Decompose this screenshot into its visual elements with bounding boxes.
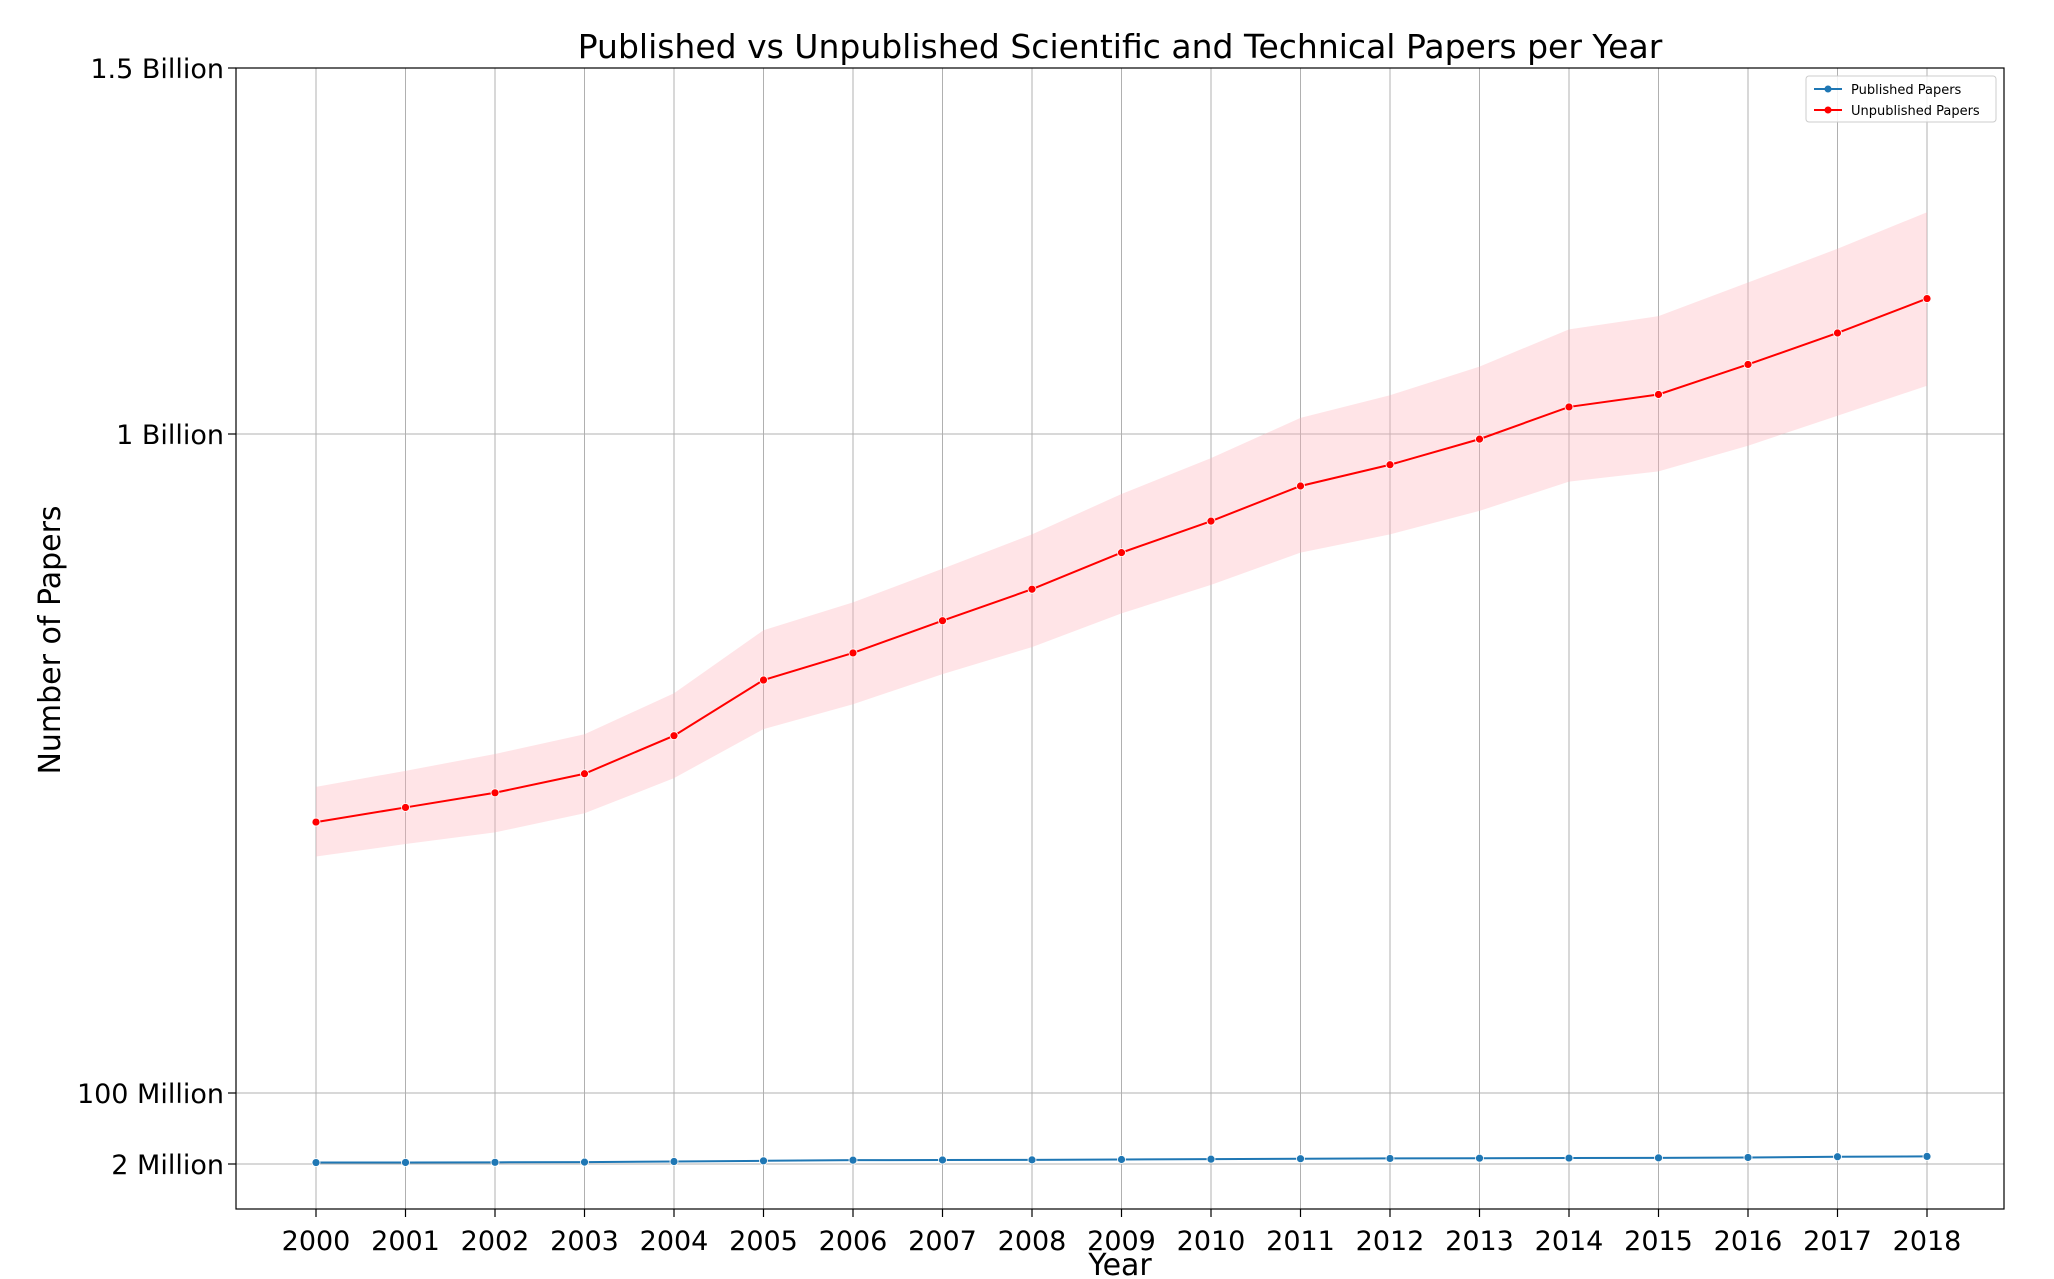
x-tick-label: 2000 (282, 1226, 351, 1257)
x-tick-label: 2001 (371, 1226, 440, 1257)
series-point-1 (1296, 1154, 1305, 1164)
x-tick-label: 2012 (1356, 1226, 1425, 1257)
x-tick-label: 2007 (908, 1226, 977, 1257)
series-point-2 (759, 675, 768, 685)
chart-title: Published vs Unpublished Scientific and … (578, 27, 1663, 66)
series-point-2 (1385, 460, 1395, 470)
series-point-2 (938, 616, 947, 626)
series-point-2 (311, 817, 321, 827)
series-point-2 (1743, 360, 1753, 369)
x-tick-label: 2016 (1714, 1226, 1783, 1257)
series-point-2 (669, 731, 679, 741)
series-point-1 (1922, 1151, 1932, 1161)
series-point-1 (490, 1157, 500, 1167)
series-point-1 (1654, 1153, 1663, 1163)
y-axis-ticks: 2 Million 100 Million 1 Billion 1.5 Billion (77, 54, 236, 1181)
x-axis-label: Year (1087, 1248, 1152, 1279)
x-tick-label: 2009 (1087, 1226, 1156, 1257)
series-point-2 (490, 788, 500, 798)
series-point-2 (1117, 548, 1126, 558)
series-point-1 (848, 1155, 858, 1165)
x-tick-label: 2003 (550, 1226, 619, 1257)
marker-layer (311, 294, 1932, 1167)
legend-box (1805, 75, 1997, 123)
series-point-1 (401, 1158, 410, 1167)
series-point-2 (401, 803, 410, 812)
series-band-2 (316, 212, 1927, 857)
y-tick-label: 1.5 Billion (90, 54, 224, 85)
grid-layer (236, 67, 2004, 1209)
series-point-2 (1654, 390, 1663, 399)
y-tick-label: 100 Million (77, 1079, 224, 1110)
series-point-1 (1475, 1153, 1484, 1163)
plot-frame (235, 67, 2005, 1210)
series-point-2 (1564, 402, 1574, 412)
x-tick-label: 2008 (998, 1226, 1067, 1257)
series-point-1 (311, 1158, 321, 1167)
series-point-1 (1385, 1154, 1395, 1163)
y-tick-label: 2 Million (111, 1150, 224, 1181)
legend-label: Published Papers (1851, 83, 1962, 98)
series-point-1 (1206, 1154, 1216, 1164)
x-tick-label: 2004 (640, 1226, 709, 1257)
x-tick-label: 2002 (461, 1226, 530, 1257)
x-tick-label: 2005 (729, 1226, 798, 1257)
series-point-1 (580, 1157, 589, 1167)
series-point-1 (938, 1155, 947, 1165)
x-tick-label: 2017 (1803, 1226, 1872, 1257)
series-point-1 (1833, 1152, 1842, 1162)
series-point-2 (580, 769, 589, 779)
x-tick-label: 2010 (1177, 1226, 1246, 1257)
series-point-2 (1833, 328, 1842, 338)
series-point-1 (1117, 1155, 1126, 1164)
series-point-2 (848, 648, 858, 658)
legend-swatch-marker (1824, 106, 1832, 114)
x-tick-label: 2014 (1535, 1226, 1604, 1257)
series-point-1 (1027, 1155, 1037, 1165)
x-tick-label: 2011 (1266, 1226, 1335, 1257)
legend: Published Papers Unpublished Papers (1805, 75, 1997, 123)
series-point-2 (1475, 434, 1484, 444)
series-point-1 (759, 1156, 768, 1166)
series-point-2 (1922, 294, 1932, 303)
series-point-2 (1296, 481, 1305, 491)
band-layer (316, 212, 1927, 857)
x-tick-label: 2018 (1893, 1226, 1962, 1257)
x-tick-label: 2013 (1445, 1226, 1514, 1257)
series-point-1 (1564, 1153, 1574, 1163)
x-axis-ticks: 2000 2001 2002 2003 2004 2005 2006 2007 2008 2009… (282, 1209, 1962, 1257)
y-axis-label: Number of Papers (33, 505, 68, 774)
legend-label: Unpublished Papers (1851, 104, 1980, 119)
series-point-2 (1206, 516, 1216, 526)
series-point-1 (1743, 1153, 1753, 1162)
series-point-1 (669, 1157, 679, 1166)
x-tick-label: 2006 (819, 1226, 888, 1257)
x-tick-label: 2015 (1624, 1226, 1693, 1257)
legend-swatch-marker (1824, 85, 1832, 93)
y-tick-label: 1 Billion (116, 420, 224, 451)
series-point-2 (1027, 584, 1037, 594)
